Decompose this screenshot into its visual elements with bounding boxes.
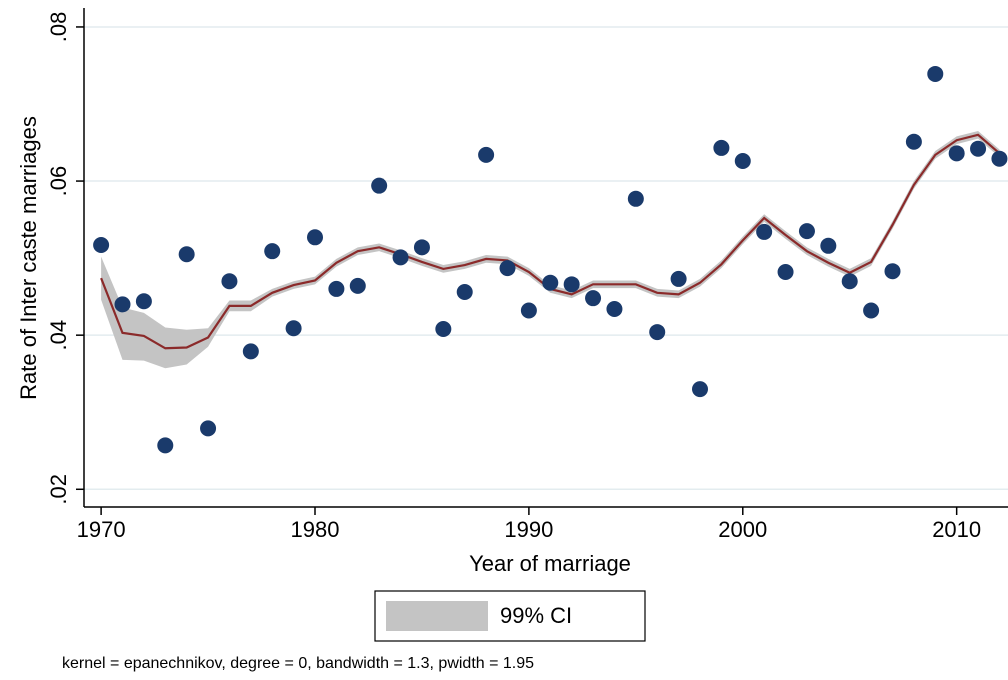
legend-label: 99% CI xyxy=(500,603,572,628)
plot-area xyxy=(93,65,1008,454)
point xyxy=(606,300,623,317)
x-tick-label: 2000 xyxy=(718,517,767,542)
point xyxy=(135,293,152,310)
point xyxy=(670,270,687,287)
point xyxy=(157,437,174,454)
point xyxy=(264,243,281,260)
y-tick-label: .06 xyxy=(46,166,71,197)
point xyxy=(349,277,366,294)
point xyxy=(649,324,666,341)
y-tick-label: .08 xyxy=(46,12,71,43)
x-tick-label: 1970 xyxy=(77,517,126,542)
point xyxy=(371,177,388,194)
point xyxy=(777,263,794,280)
point xyxy=(627,190,644,207)
x-tick-label: 1980 xyxy=(291,517,340,542)
point xyxy=(542,274,559,291)
point xyxy=(520,302,537,319)
point xyxy=(820,237,837,254)
point xyxy=(884,263,901,280)
note: kernel = epanechnikov, degree = 0, bandw… xyxy=(62,655,534,672)
point xyxy=(478,146,495,163)
point xyxy=(734,153,751,170)
point xyxy=(585,290,602,307)
point xyxy=(991,150,1008,167)
point xyxy=(970,140,987,157)
point xyxy=(413,239,430,256)
point xyxy=(948,145,965,162)
point xyxy=(927,65,944,82)
point xyxy=(863,302,880,319)
point xyxy=(114,296,131,313)
axes: .02 .04 .06 .08 1970 1980 1990 2000 2010 xyxy=(46,12,981,542)
y-tick-label: .02 xyxy=(46,474,71,505)
x-tick-label: 2010 xyxy=(932,517,981,542)
point xyxy=(756,223,773,240)
point xyxy=(307,229,323,246)
point xyxy=(200,420,217,437)
legend-swatch xyxy=(386,601,488,631)
x-axis-label: Year of marriage xyxy=(469,551,631,576)
point xyxy=(905,133,922,150)
point xyxy=(285,320,302,337)
point xyxy=(328,280,345,297)
point xyxy=(563,276,580,293)
point xyxy=(456,284,473,301)
point xyxy=(692,381,708,398)
y-tick-label: .04 xyxy=(46,320,71,351)
point xyxy=(713,139,730,156)
y-axis-label: Rate of Inter caste marriages xyxy=(16,116,41,400)
point xyxy=(841,273,858,290)
grid xyxy=(84,26,1008,491)
point xyxy=(798,223,815,240)
point xyxy=(499,260,516,277)
point xyxy=(93,237,110,254)
point xyxy=(221,273,238,290)
point xyxy=(178,246,195,263)
x-tick-label: 1990 xyxy=(504,517,553,542)
point xyxy=(392,249,409,266)
point xyxy=(242,343,259,360)
point xyxy=(435,321,452,338)
